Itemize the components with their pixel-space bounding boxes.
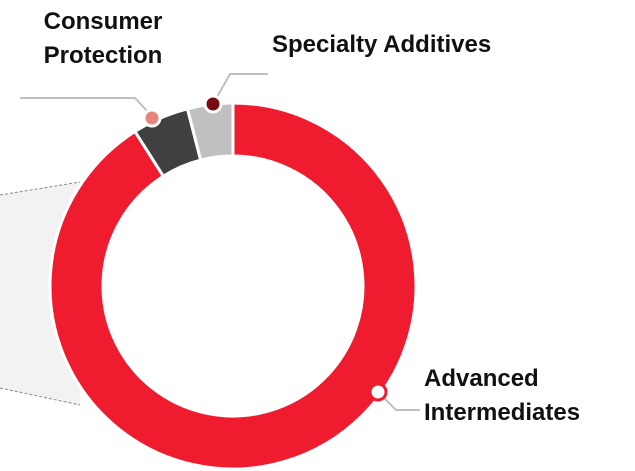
- label-dot: [203, 94, 223, 114]
- donut-segment: [185, 101, 235, 162]
- leader-line: [212, 73, 268, 105]
- label-dot: [142, 108, 162, 128]
- segment-label: Specialty Additives: [272, 31, 492, 58]
- donut-segment: [48, 101, 418, 471]
- leader-line: [20, 97, 151, 115]
- donut: [48, 101, 418, 471]
- connector-line: [0, 387, 81, 406]
- segment-label: Advanced Intermediates: [424, 365, 581, 426]
- connector-line: [0, 181, 81, 196]
- segment-label: Consumer Protection: [43, 8, 163, 69]
- label-dot: [368, 382, 388, 402]
